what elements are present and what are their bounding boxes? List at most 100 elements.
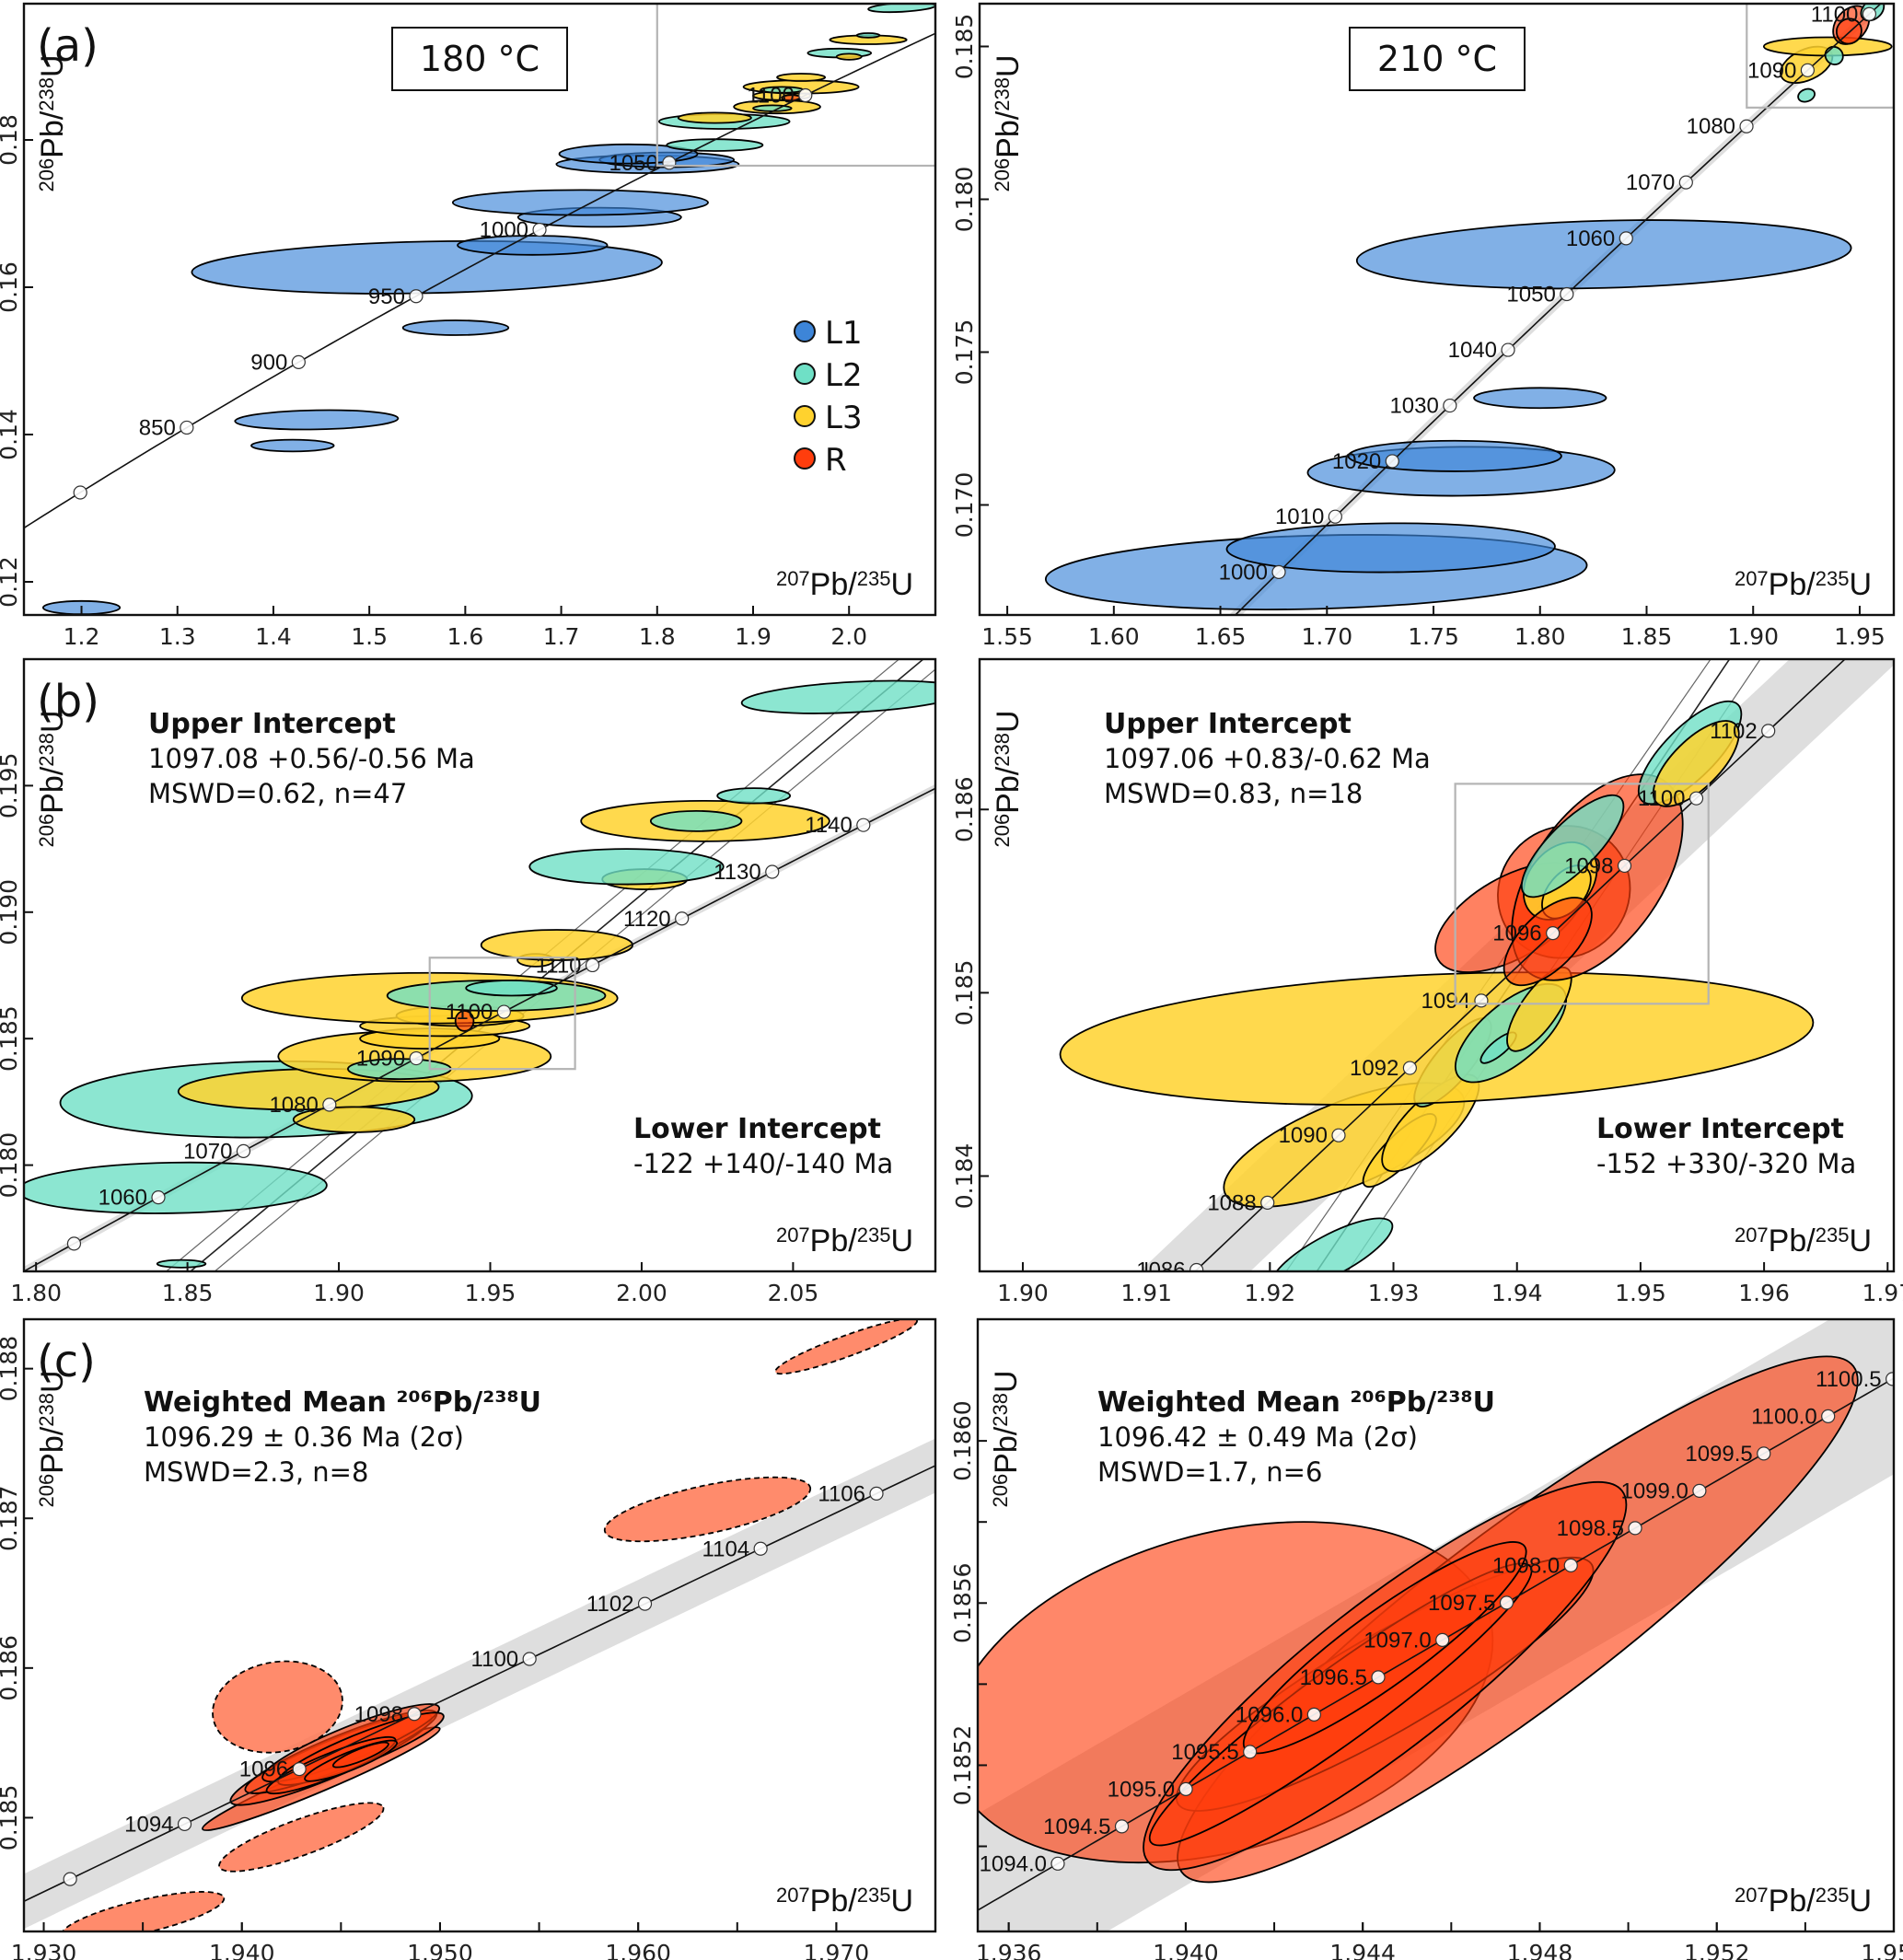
- concordia-age-label: 1097.0: [1363, 1628, 1431, 1653]
- y-tick-label: 0.185: [951, 960, 978, 1026]
- zoom-inset-box: [656, 4, 935, 168]
- axes-frame: [976, 1317, 1896, 1933]
- concordia-age-label: 1096.0: [1236, 1702, 1303, 1727]
- y-tick-label: 0.187: [0, 1485, 22, 1551]
- concordia-age-label: 1104: [702, 1537, 750, 1561]
- concordia-age-marker: [856, 818, 871, 832]
- x-tick-label: 1.90: [313, 1280, 365, 1306]
- lower-intercept-value: -122 +140/-140 Ma: [633, 1148, 893, 1179]
- x-tick-label: 1.95: [1834, 623, 1886, 650]
- concordia-age-label: 1094: [124, 1812, 173, 1837]
- error-ellipse-l1: [234, 409, 400, 431]
- weighted-mean-value: 1096.29 ± 0.36 Ma (2σ): [144, 1421, 464, 1453]
- error-ellipse-l2: [666, 138, 764, 152]
- panel-letter: (c): [37, 1336, 96, 1387]
- panel-c-left: 1094 1096 1098 1100 1102 1104 1106 1.930 1.940 1.…: [0, 1317, 937, 1960]
- error-ellipse-rx: [61, 1891, 226, 1931]
- x-tick-label: 1.92: [1245, 1280, 1296, 1306]
- concordia-age-label: 1095.5: [1171, 1740, 1238, 1765]
- error-ellipse-l1: [558, 143, 699, 165]
- x-axis-title: 207Pb/235U: [1735, 567, 1872, 602]
- concordia-age-marker: [1331, 1128, 1346, 1142]
- legend-swatch-l1: [794, 320, 816, 342]
- concordia-age-marker: [236, 1143, 251, 1158]
- weighted-mean-title: Weighted Mean ²⁰⁶Pb/²³⁸U: [144, 1386, 541, 1419]
- x-tick-label: 1.55: [981, 623, 1033, 650]
- concordia-age-marker: [869, 1486, 884, 1501]
- upper-intercept-stats: MSWD=0.62, n=47: [148, 778, 407, 809]
- concordia-age-label: 1100: [446, 1000, 493, 1025]
- concordia-age-label: 1090: [1279, 1123, 1328, 1148]
- concordia-age-marker: [1443, 398, 1457, 413]
- error-ellipse-l2: [1520, 794, 1625, 899]
- concordia-age-label: 1050: [609, 151, 657, 176]
- legend-swatch-l3: [794, 405, 816, 427]
- error-ellipse-l2: [1270, 1217, 1394, 1271]
- concordia-age-label: 1096: [239, 1757, 288, 1782]
- concordia-age-label: 1040: [1448, 338, 1497, 363]
- panel-letter: (b): [37, 676, 99, 727]
- x-tick-label: 1.9: [735, 623, 772, 650]
- x-tick-label: 1.91: [1120, 1280, 1172, 1306]
- weighted-mean-title: Weighted Mean ²⁰⁶Pb/²³⁸U: [1097, 1386, 1495, 1419]
- plot-area: 1000 1010 1020 1030 1040 1050 1060 1070 1080 1090…: [1044, 4, 1894, 615]
- x-tick-label: 2.05: [768, 1280, 819, 1306]
- concordia-age-marker: [1800, 63, 1815, 77]
- x-tick-label: 1.940: [1153, 1940, 1219, 1960]
- x-tick-label: 1.97: [1862, 1280, 1903, 1306]
- upper-intercept-stats: MSWD=0.83, n=18: [1104, 778, 1363, 809]
- concordia-age-marker: [177, 1816, 192, 1831]
- y-tick-label: 0.184: [951, 1143, 978, 1210]
- concordia-age-label: 1080: [1687, 114, 1735, 139]
- concordia-age-marker: [1862, 6, 1877, 21]
- legend-label-l1: L1: [825, 315, 863, 352]
- panel-a-left: 850 900 950 1000 1050 1100 1.2 1.3 1.4 1.5 1.6 1.7 1…: [0, 2, 937, 650]
- concordia-age-label: 1094.5: [1043, 1815, 1110, 1839]
- concordia-age-marker: [1328, 509, 1342, 524]
- error-ellipse-r: [1503, 897, 1593, 987]
- upper-intercept-title: Upper Intercept: [1104, 708, 1352, 740]
- concordia-age-marker: [1271, 564, 1286, 579]
- concordia-age-label: 1100: [747, 84, 795, 109]
- concordia-age-label: 1140: [805, 813, 853, 838]
- temperature-box: [391, 27, 568, 91]
- concordia-age-marker: [1692, 1483, 1707, 1498]
- error-ellipse-rx: [603, 1476, 812, 1543]
- error-ellipse-l3: [776, 73, 827, 82]
- axes-frame: [22, 1317, 937, 1933]
- concordia-age-marker: [1306, 1707, 1321, 1722]
- lower-intercept-title: Lower Intercept: [633, 1113, 881, 1145]
- error-ellipse-l2: [1824, 45, 1844, 65]
- x-tick-label: 1.75: [1408, 623, 1459, 650]
- panel-letter: (a): [37, 20, 99, 72]
- error-ellipse-l2: [528, 848, 725, 886]
- concordia-age-label: 1070: [183, 1139, 232, 1164]
- error-ellipse-l2: [855, 32, 881, 39]
- x-tick-label: 1.960: [605, 1940, 671, 1960]
- concordia-age-marker: [63, 1872, 77, 1886]
- zoom-inset-box: [428, 957, 576, 1071]
- concordia-age-label: 1090: [356, 1047, 405, 1072]
- x-tick-label: 1.970: [804, 1940, 870, 1960]
- concordia-age-label: 1106: [818, 1481, 865, 1506]
- x-tick-label: 1.80: [1514, 623, 1566, 650]
- concordia-curve: [24, 787, 935, 1271]
- y-tick-label: 0.180: [951, 167, 978, 233]
- concordia-age-marker: [1474, 993, 1489, 1008]
- y-tick-label: 0.185: [951, 14, 978, 80]
- legend-swatch-l2: [794, 363, 816, 385]
- panel-c-right: 1094.0 1094.5 1095.0 1095.5 1096.0 1096.5 1097…: [949, 1317, 1903, 1960]
- x-tick-label: 1.948: [1507, 1940, 1573, 1960]
- concordia-age-label: 1096.5: [1300, 1665, 1367, 1690]
- weighted-mean-value: 1096.42 ± 0.49 Ma (2σ): [1097, 1421, 1418, 1453]
- concordia-age-marker: [662, 156, 677, 170]
- x-tick-label: 1.95: [1615, 1280, 1666, 1306]
- plot-area: 850 900 950 1000 1050 1100: [24, 4, 935, 615]
- concordia-age-label: 1010: [1275, 504, 1324, 529]
- concordia-age-label: 1100: [471, 1647, 519, 1672]
- concordia-curve: [978, 1377, 1894, 1911]
- y-tick-label: 0.185: [0, 1005, 22, 1072]
- concordia-age-marker: [532, 222, 547, 238]
- error-ellipse-rx: [212, 1660, 343, 1754]
